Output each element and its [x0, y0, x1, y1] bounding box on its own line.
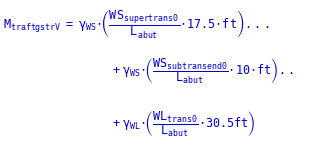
- Text: $\mathtt{M_{traftgstrV}\;=\;\gamma_{WS}{\cdot}\!\left(\dfrac{WS_{supertrans0}}{L: $\mathtt{M_{traftgstrV}\;=\;\gamma_{WS}{…: [3, 8, 270, 40]
- Text: $\mathtt{+\;\gamma_{WL}{\cdot}\!\left(\dfrac{WL_{trans0}}{L_{abut}}{\cdot}30.5ft: $\mathtt{+\;\gamma_{WL}{\cdot}\!\left(\d…: [112, 109, 255, 139]
- Text: $\mathtt{+\;\gamma_{WS}{\cdot}\!\left(\dfrac{WS_{subtransend0}}{L_{abut}}{\cdot}: $\mathtt{+\;\gamma_{WS}{\cdot}\!\left(\d…: [112, 56, 293, 87]
